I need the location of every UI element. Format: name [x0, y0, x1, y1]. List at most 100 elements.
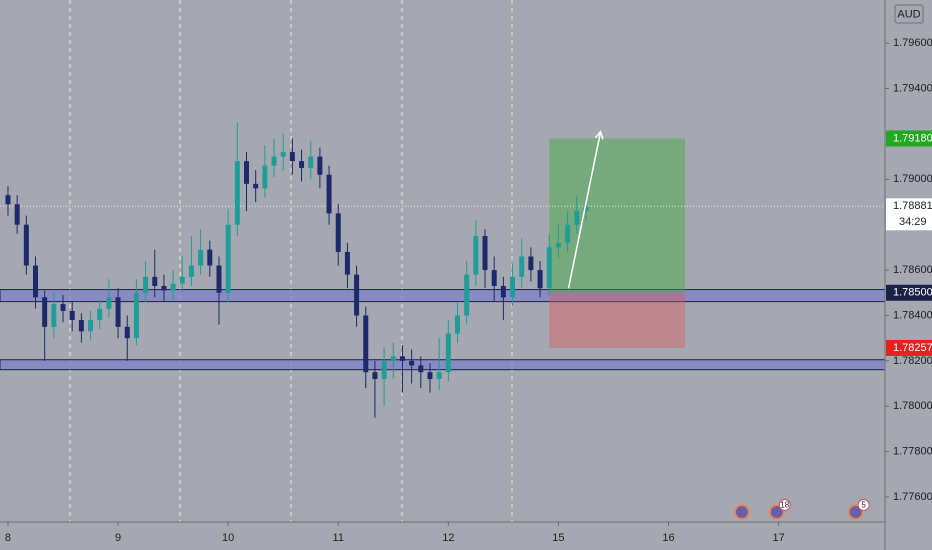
target-price-badge [886, 130, 932, 147]
candle-body [152, 276, 158, 286]
candle-body [500, 285, 506, 298]
candle-body [289, 152, 295, 162]
candle-body [555, 242, 561, 248]
stop-area [549, 292, 686, 348]
candle-body [390, 356, 396, 361]
candle-body [253, 183, 259, 189]
y-tick-label: 1.78200 [893, 355, 932, 367]
candle-body [179, 276, 185, 284]
candle-body [519, 256, 525, 277]
candle-body [354, 274, 360, 316]
arrow-head [594, 130, 604, 140]
candle-body [381, 360, 387, 380]
candle-body [69, 310, 75, 321]
candle-body [225, 224, 231, 293]
event-badge-count: 5 [861, 501, 866, 510]
entry-price-label: 1.78500 [893, 287, 932, 299]
session-separators [69, 0, 513, 522]
candle-body [546, 247, 552, 289]
candle-body [335, 213, 341, 252]
candle-body [14, 204, 20, 225]
event-badge [857, 499, 870, 511]
event-badge-count: 18 [780, 501, 789, 510]
candle-body [464, 274, 470, 316]
x-tick-label: 12 [442, 532, 454, 544]
candle-body [33, 265, 39, 298]
support-zone [0, 289, 886, 303]
candle-body [565, 224, 571, 243]
x-tick-label: 16 [662, 532, 674, 544]
y-tick-label: 1.78400 [893, 309, 932, 321]
candle-body [482, 236, 488, 271]
candle-body [198, 249, 204, 266]
y-tick-label: 1.77800 [893, 446, 932, 458]
stop-price-badge [886, 339, 932, 356]
target-area [549, 138, 686, 293]
candle-body [372, 372, 378, 380]
candle-body [5, 195, 11, 205]
candle-body [133, 292, 139, 339]
candle-body [363, 315, 369, 373]
candle-body [124, 326, 130, 339]
candle-body [78, 320, 84, 332]
y-tick-label: 1.78600 [893, 264, 932, 276]
candle-body [234, 161, 240, 225]
candle-body [244, 161, 250, 184]
plot [0, 122, 886, 418]
candle-body [317, 156, 323, 175]
candle-body [445, 333, 451, 373]
y-tick-label: 1.79400 [893, 82, 932, 94]
x-tick-label: 8 [5, 532, 11, 544]
candle-body [51, 304, 57, 327]
last-price-badge [886, 198, 932, 231]
support-zone [0, 359, 886, 371]
candle-body [106, 297, 112, 309]
candle-body [344, 251, 350, 275]
candle-body [88, 320, 94, 332]
candle-body [23, 224, 29, 266]
candle-body [271, 156, 277, 166]
y-tick-label: 1.79600 [893, 37, 932, 49]
target-price-label: 1.79180 [893, 132, 932, 144]
arrow-shaft [567, 131, 602, 289]
candle-body [409, 360, 415, 366]
currency: AUD [897, 8, 920, 20]
candle-body [42, 297, 48, 327]
x-tick-label: 15 [552, 532, 564, 544]
candle-body [399, 356, 405, 361]
candle-body [280, 152, 286, 157]
x-tick-label: 11 [333, 532, 344, 544]
candle-body [537, 270, 543, 289]
y-tick-label: 1.78000 [893, 400, 932, 412]
candle-body [97, 308, 103, 321]
candle-body [436, 372, 442, 380]
candle-body [207, 249, 213, 266]
candle-body [454, 315, 460, 334]
candle-body [427, 372, 433, 380]
candle-body [491, 270, 497, 286]
candle-body [262, 165, 268, 189]
y-tick-label: 1.77600 [893, 491, 932, 503]
x-tick-label: 10 [222, 532, 234, 544]
candle-body [143, 276, 149, 293]
currency-badge[interactable] [894, 4, 924, 24]
candle-body [170, 283, 176, 291]
candle-body [216, 265, 222, 293]
candle-body [326, 174, 332, 214]
candle-body [528, 256, 534, 271]
x-tick-label: 17 [772, 532, 784, 544]
candle-body [418, 365, 424, 373]
stop-price-label: 1.78257 [893, 342, 932, 354]
candle-body [308, 156, 314, 168]
candle-body [161, 285, 167, 291]
last-price-countdown: 34:29 [899, 216, 927, 228]
y-tick-label: 1.79000 [893, 173, 932, 185]
candle-body [60, 304, 66, 311]
candle-body [299, 161, 305, 168]
candle-body [188, 265, 194, 277]
event-badge [778, 499, 791, 511]
event-icon[interactable] [733, 504, 750, 520]
last-price-label: 1.78881 [893, 200, 932, 212]
candle-body [510, 276, 516, 298]
